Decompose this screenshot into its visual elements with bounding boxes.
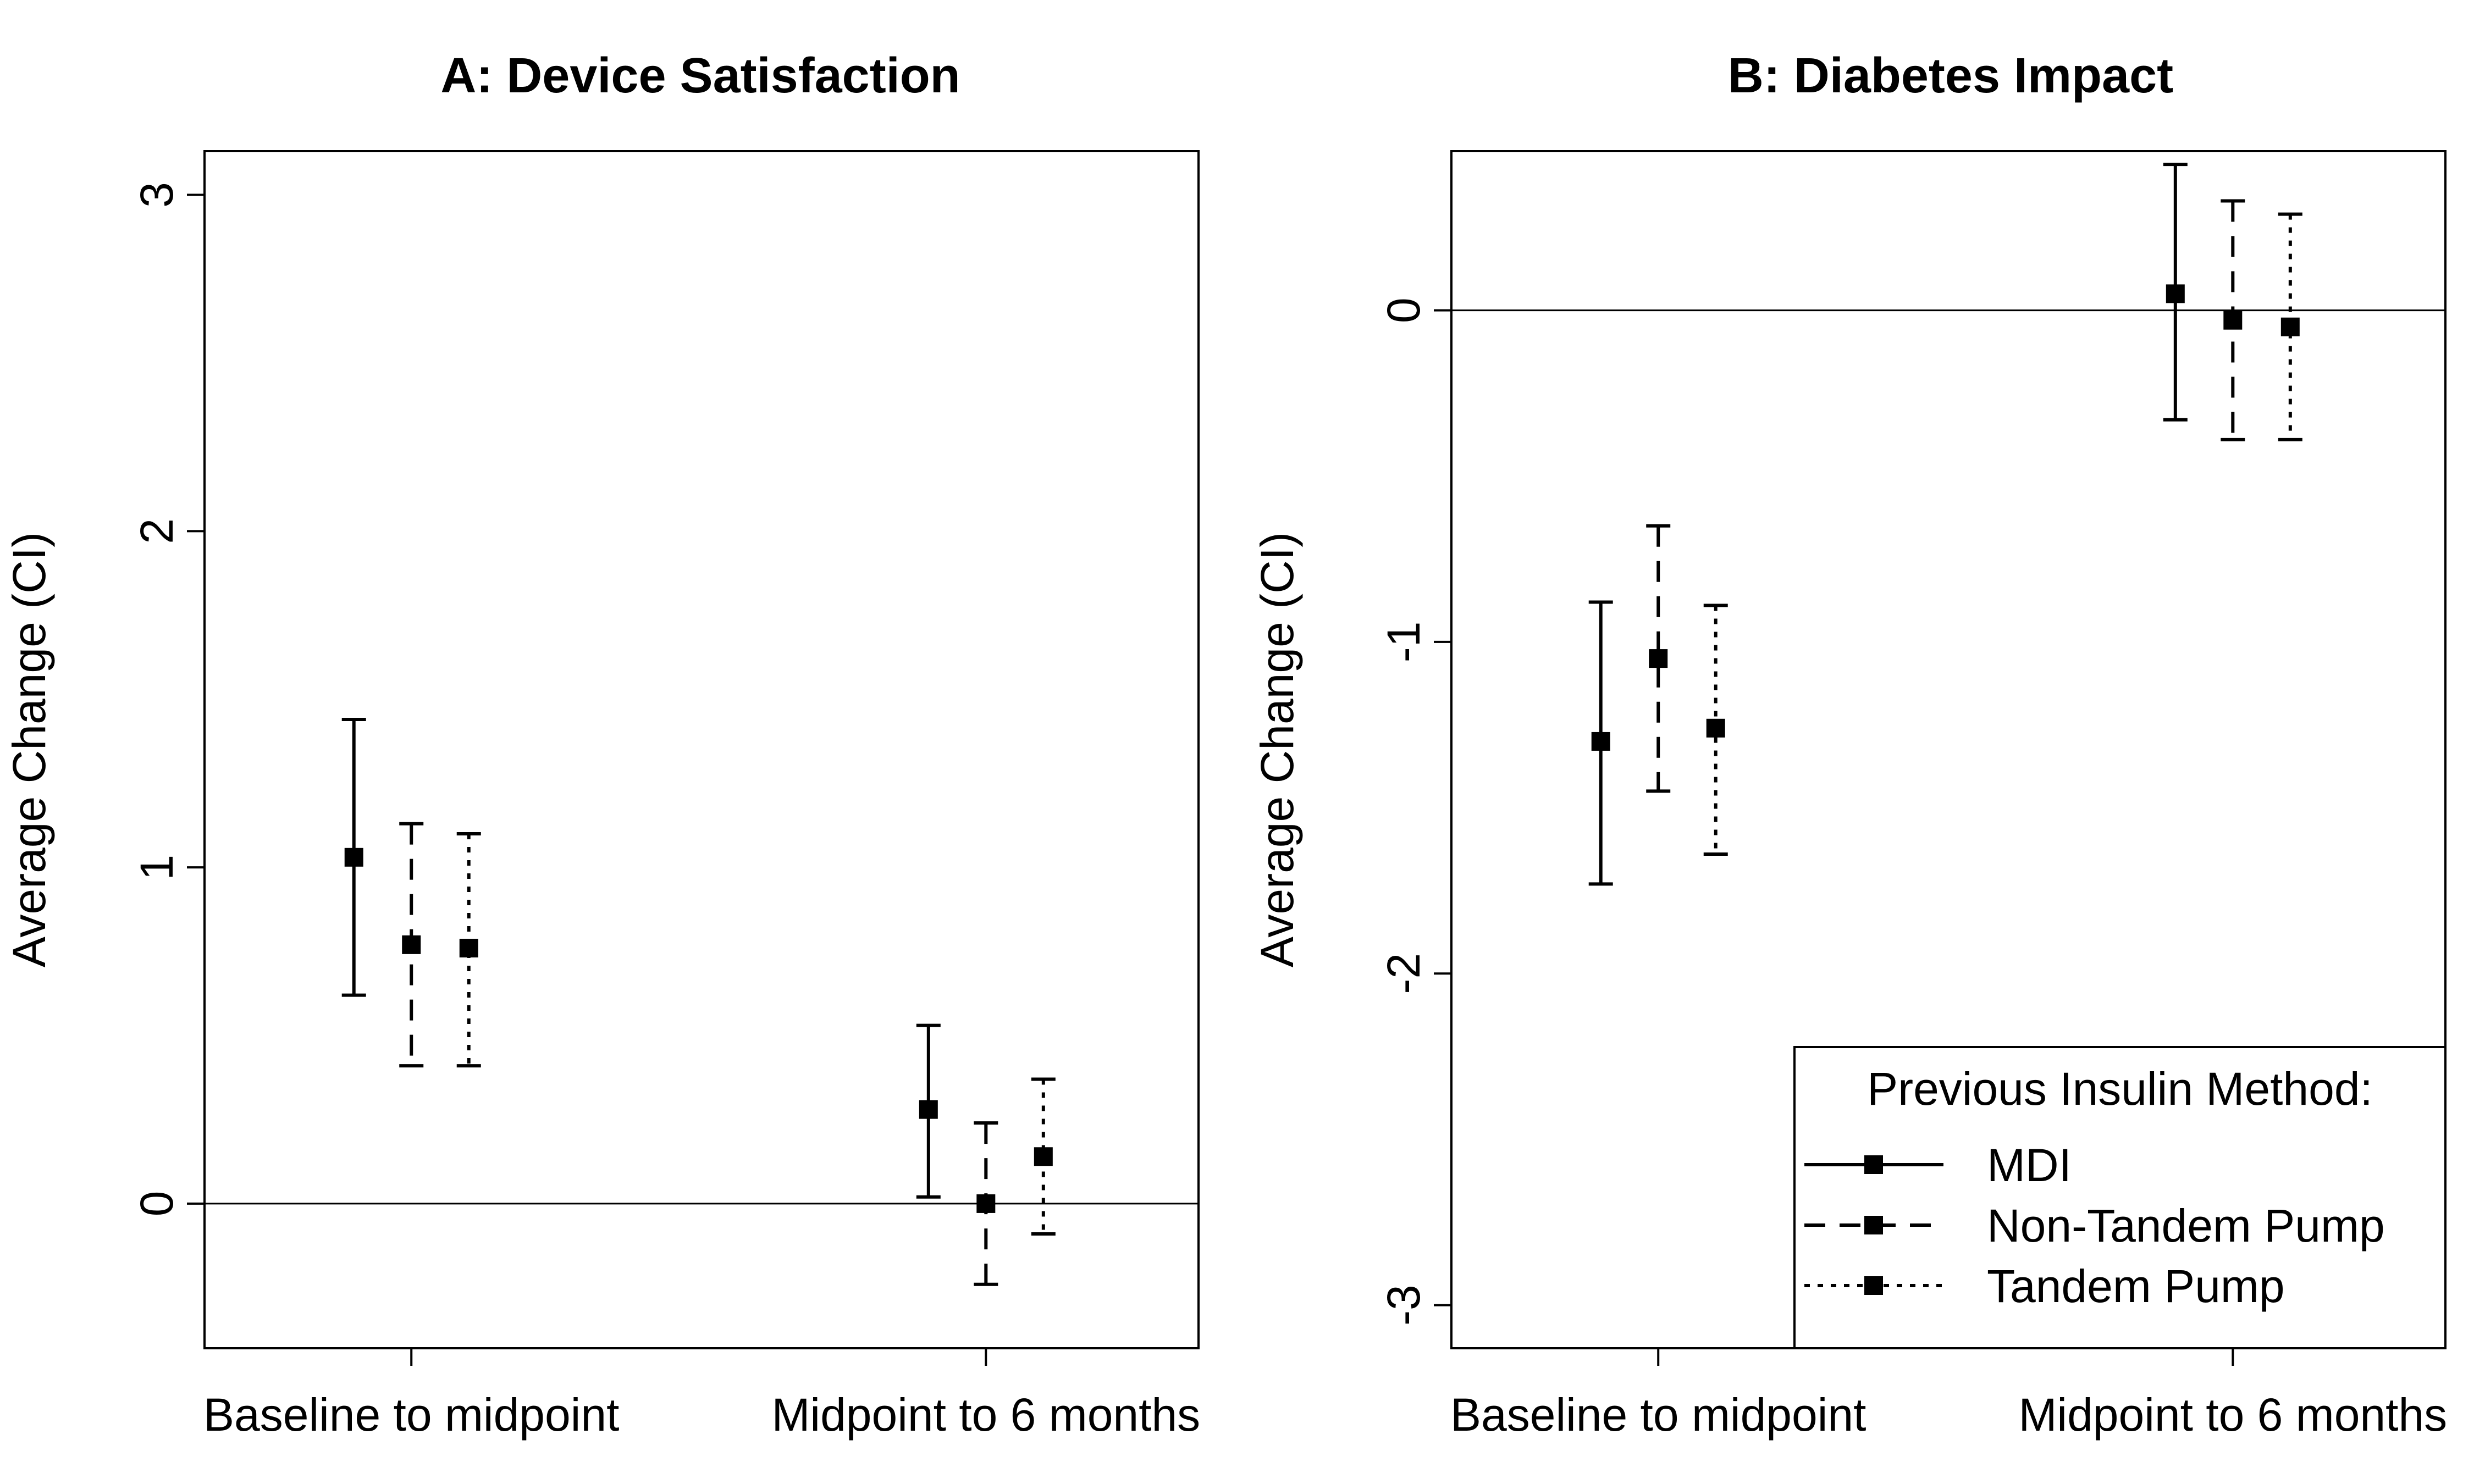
panel-b-x-axis: Baseline to midpoint Midpoint to 6 months (1450, 1348, 2447, 1441)
panel-b-y-tick-label: -3 (1378, 1284, 1429, 1326)
panel-a-errorbar-dotted-2 (1031, 1077, 1056, 1236)
legend-entry-dotted: Tandem Pump (1804, 1260, 2285, 1312)
legend-marker (1864, 1155, 1883, 1174)
legend-entry-solid: MDI (1804, 1139, 2072, 1191)
estimate-point (976, 1194, 996, 1213)
panel-a-errorbar-solid-1 (341, 717, 366, 997)
legend-marker (1864, 1216, 1883, 1234)
panel-a-plot-frame (203, 150, 1200, 1349)
estimate-point (919, 1100, 938, 1119)
estimate-point (459, 938, 478, 957)
estimate-point (2166, 284, 2185, 303)
panel-b-errorbar-solid-1 (1588, 600, 1613, 886)
panel-a-errorbar-dashed-1 (399, 822, 424, 1068)
panel-b: B: Diabetes Impact -3 -2 -1 0 Baseline to m… (1251, 48, 2447, 1441)
legend-title: Previous Insulin Method: (1867, 1063, 2373, 1115)
panel-b-errorbar-solid-2 (2163, 163, 2188, 422)
legend: Previous Insulin Method: MDI Non-Tandem P… (1793, 1046, 2447, 1349)
estimate-point (344, 848, 363, 867)
estimate-point (2223, 311, 2243, 330)
panel-a-title: A: Device Satisfaction (440, 48, 960, 103)
legend-entries: MDI Non-Tandem Pump Tandem Pump (1804, 1139, 2385, 1312)
panel-b-y-tick-label: -2 (1378, 953, 1429, 994)
panel-a: A: Device Satisfaction 0 1 2 3 Baseline to … (3, 48, 1200, 1441)
legend-label: Tandem Pump (1987, 1260, 2285, 1312)
legend-box (1793, 1046, 2447, 1349)
estimate-point (1034, 1147, 1053, 1166)
panel-a-y-axis-label: Average Change (CI) (3, 532, 55, 967)
panel-b-errorbar-dashed-1 (1646, 524, 1671, 793)
panel-a-x-tick-label: Midpoint to 6 months (771, 1389, 1200, 1441)
panel-b-x-tick-label: Baseline to midpoint (1450, 1389, 1866, 1441)
panel-b-errorbar-dotted-2 (2278, 212, 2302, 441)
estimate-point (2280, 317, 2300, 336)
estimate-point (402, 935, 421, 954)
panel-a-x-axis: Baseline to midpoint Midpoint to 6 months (203, 1348, 1200, 1441)
panel-a-y-axis: 0 1 2 3 (131, 182, 205, 1216)
panel-b-x-tick-label: Midpoint to 6 months (2018, 1389, 2447, 1441)
panel-b-y-axis-label: Average Change (CI) (1251, 532, 1303, 967)
panel-a-series-marks (341, 717, 1056, 1286)
panel-a-y-tick-label: 2 (131, 518, 183, 544)
panel-a-x-tick-label: Baseline to midpoint (203, 1389, 619, 1441)
panel-a-errorbar-dashed-2 (974, 1121, 998, 1286)
estimate-point (1706, 718, 1725, 738)
legend-entry-dashed: Non-Tandem Pump (1804, 1200, 2385, 1252)
panel-a-y-tick-label: 0 (131, 1191, 183, 1217)
panel-b-y-tick-label: -1 (1378, 622, 1429, 663)
legend-marker (1864, 1276, 1883, 1295)
legend-label: MDI (1987, 1139, 2072, 1191)
panel-a-errorbar-dotted-1 (456, 832, 481, 1068)
panel-a-errorbar-solid-2 (916, 1023, 941, 1199)
panel-b-series-marks (1588, 163, 2302, 886)
panel-b-y-tick-label: 0 (1378, 297, 1429, 323)
panel-a-y-tick-label: 3 (131, 182, 183, 208)
panel-b-errorbar-dotted-1 (1703, 603, 1728, 856)
panel-a-y-tick-label: 1 (131, 855, 183, 881)
estimate-point (1649, 649, 1668, 668)
panel-b-title: B: Diabetes Impact (1728, 48, 2173, 103)
legend-label: Non-Tandem Pump (1987, 1200, 2385, 1252)
estimate-point (1591, 732, 1610, 751)
panel-b-errorbar-dashed-2 (2221, 199, 2245, 441)
panel-b-y-axis: -3 -2 -1 0 (1378, 297, 1451, 1326)
